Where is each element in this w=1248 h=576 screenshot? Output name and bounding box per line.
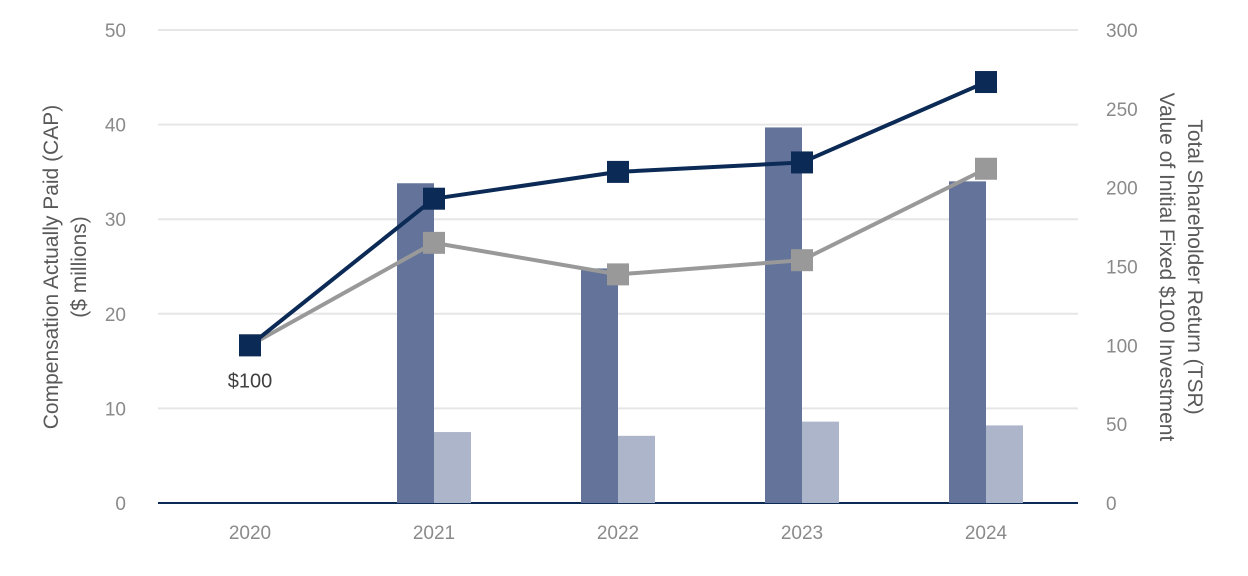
marker-series-2-2022 — [607, 263, 629, 286]
x-tick-label: 2023 — [781, 523, 823, 544]
y-left-tick-label: 40 — [105, 116, 126, 137]
bar-series-2-2024 — [986, 425, 1023, 503]
marker-series-1-2023 — [791, 151, 813, 174]
tick-labels: 0 10 20 30 40 50 0 50 100 150 200 250 300 2020 2021 202… — [105, 21, 1138, 544]
marker-series-1-2021 — [423, 187, 445, 210]
marker-series-1-2024 — [975, 71, 997, 94]
markers — [239, 71, 997, 357]
tsr-start-annotation: $100 — [228, 370, 273, 392]
bar-series-1-2024 — [949, 181, 986, 504]
y-right-tick-label: 50 — [1106, 415, 1127, 436]
marker-series-2-2021 — [423, 231, 445, 254]
y-right-tick-label: 100 — [1106, 336, 1138, 357]
y-left-tick-label: 10 — [105, 399, 126, 420]
bar-series-2-2023 — [802, 421, 839, 503]
bars — [397, 127, 1023, 504]
bar-series-1-2021 — [397, 183, 434, 503]
bar-series-1-2023 — [765, 127, 802, 504]
marker-series-2-2023 — [791, 249, 813, 272]
y-left-tick-label: 50 — [105, 21, 126, 42]
y-right-tick-label: 300 — [1106, 21, 1138, 42]
y-left-axis-title-line2: ($ millions) — [68, 216, 91, 318]
y-right-tick-label: 150 — [1106, 258, 1138, 279]
marker-series-1-2022 — [607, 160, 629, 183]
y-right-tick-label: 200 — [1106, 179, 1138, 200]
marker-series-1-2020 — [239, 334, 261, 357]
x-tick-label: 2024 — [965, 523, 1008, 544]
y-left-tick-label: 30 — [105, 210, 126, 231]
x-tick-label: 2021 — [413, 523, 455, 544]
y-left-axis-title-line1: Compensation Actually Paid (CAP) — [40, 105, 63, 430]
y-right-axis-title-line1: Total Shareholder Return (TSR) — [1183, 119, 1206, 414]
y-right-tick-label: 0 — [1106, 494, 1117, 515]
marker-series-2-2024 — [975, 157, 997, 180]
y-left-tick-label: 0 — [115, 494, 126, 515]
x-tick-label: 2022 — [597, 523, 639, 544]
bar-series-1-2022 — [581, 268, 618, 503]
y-left-tick-label: 20 — [105, 305, 126, 326]
bar-series-2-2022 — [618, 435, 655, 503]
y-right-tick-label: 250 — [1106, 100, 1138, 121]
y-right-axis-title-line2: Value of Initial Fixed $100 Investment — [1155, 93, 1178, 442]
bar-series-2-2021 — [434, 432, 471, 503]
x-tick-label: 2020 — [229, 523, 271, 544]
